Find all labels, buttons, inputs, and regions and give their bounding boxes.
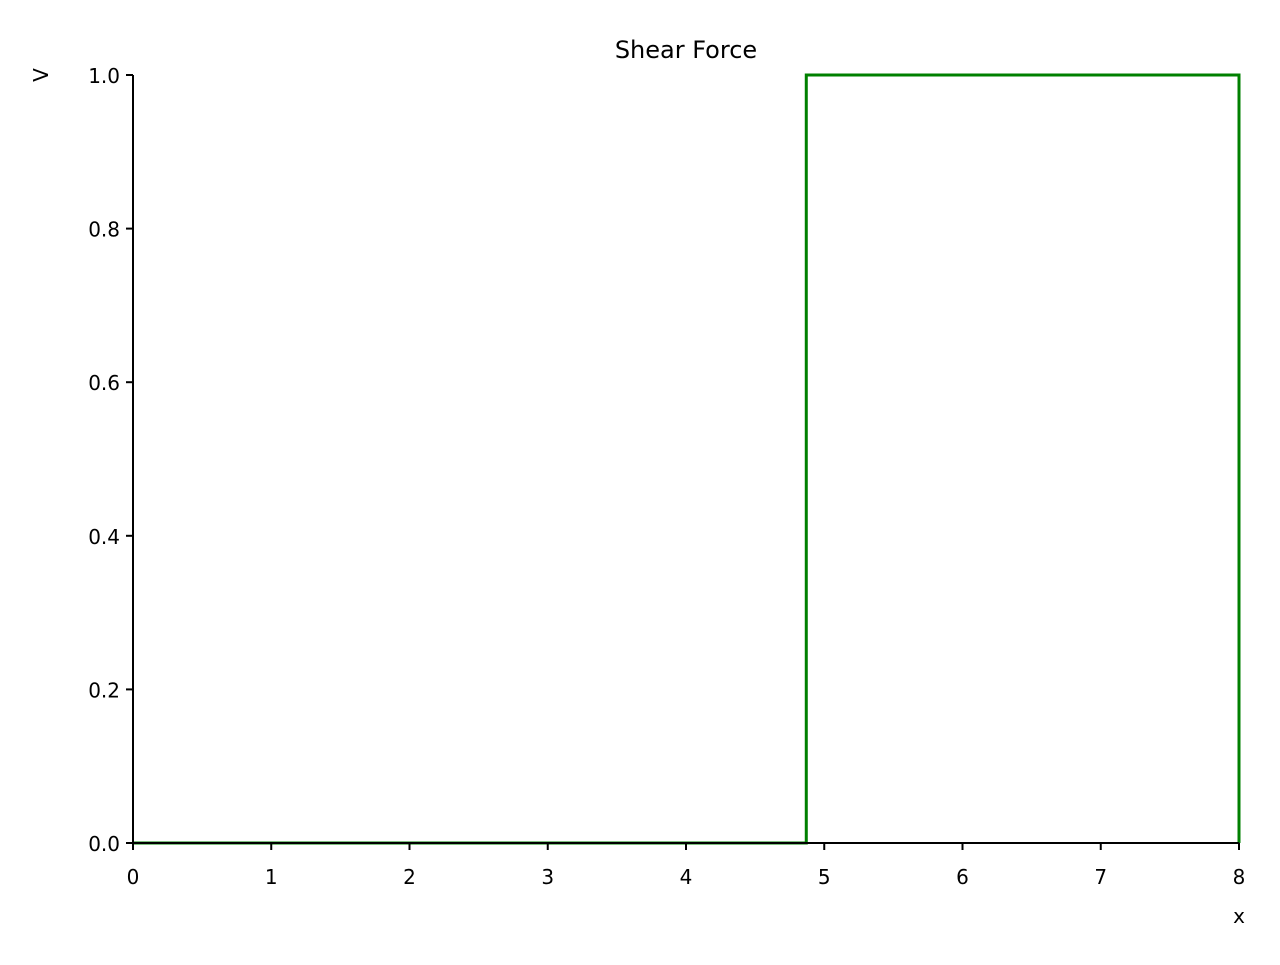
x-ticks: 0 1 2 3 4 5 6 7 8 — [127, 843, 1246, 889]
y-tick-label: 0.8 — [88, 218, 120, 242]
x-tick-label: 8 — [1233, 865, 1246, 889]
shear-force-line — [133, 73, 1241, 845]
y-ticks: 0.0 0.2 0.4 0.6 0.8 1.0 — [88, 64, 133, 856]
x-tick-label: 0 — [127, 865, 140, 889]
y-tick-label: 0.0 — [88, 832, 120, 856]
y-tick-label: 0.2 — [88, 678, 120, 702]
chart-title: Shear Force — [615, 36, 757, 64]
y-tick-label: 0.6 — [88, 371, 120, 395]
x-tick-label: 7 — [1094, 865, 1107, 889]
x-tick-label: 5 — [818, 865, 831, 889]
x-tick-label: 3 — [541, 865, 554, 889]
x-axis-label: x — [1233, 904, 1245, 928]
y-tick-label: 0.4 — [88, 525, 120, 549]
x-tick-label: 6 — [956, 865, 969, 889]
x-tick-label: 4 — [680, 865, 693, 889]
y-axis-label: V — [29, 68, 53, 82]
x-tick-label: 2 — [403, 865, 416, 889]
plot-area — [133, 73, 1241, 845]
x-tick-label: 1 — [265, 865, 278, 889]
y-tick-label: 1.0 — [88, 64, 120, 88]
